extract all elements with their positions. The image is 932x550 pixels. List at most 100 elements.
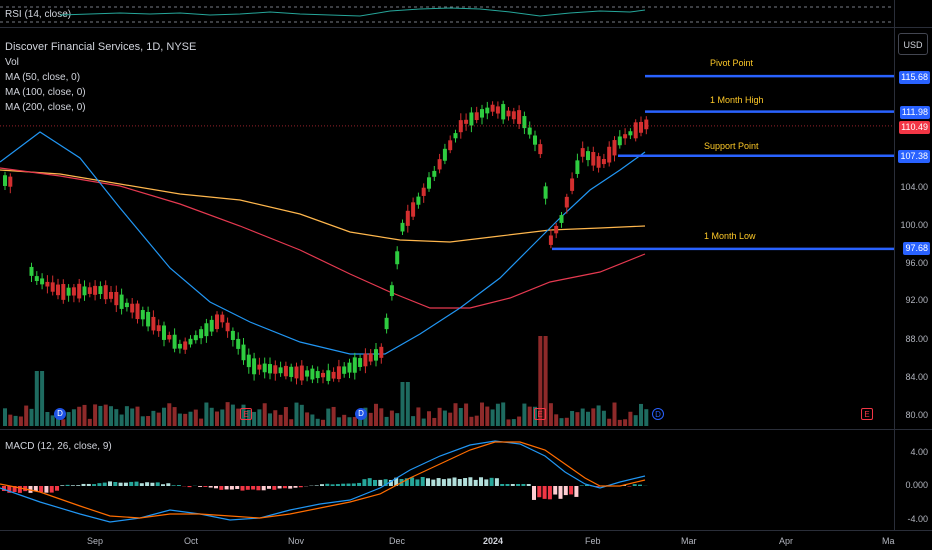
volume-bar bbox=[570, 410, 575, 426]
candle-body bbox=[193, 335, 198, 341]
volume-bar bbox=[215, 411, 219, 426]
histogram-bar bbox=[39, 486, 44, 493]
histogram-bar bbox=[70, 485, 75, 486]
histogram-bar bbox=[473, 479, 478, 486]
candle-body bbox=[310, 368, 315, 380]
volume-bar bbox=[289, 419, 294, 426]
volume-bars bbox=[3, 336, 649, 426]
candle-body bbox=[591, 152, 596, 166]
histogram-bar bbox=[341, 483, 346, 486]
candle-body bbox=[464, 119, 469, 124]
histogram-bar bbox=[420, 477, 425, 486]
macd-pane[interactable]: MACD (12, 26, close, 9) 4.00 0.000 -4.00 bbox=[0, 430, 932, 530]
macd-chart bbox=[0, 440, 648, 523]
candle-body bbox=[294, 366, 299, 379]
time-tick: Ma bbox=[882, 536, 895, 546]
volume-bar bbox=[204, 402, 209, 426]
month-low-annotation: 1 Month Low bbox=[704, 231, 756, 241]
candle-body bbox=[225, 322, 230, 332]
histogram-bar bbox=[33, 486, 38, 492]
histogram-bar bbox=[17, 486, 22, 493]
time-axis[interactable]: Sep Oct Nov Dec 2024 Feb Mar Apr Ma bbox=[0, 530, 932, 550]
earnings-event-icon[interactable]: E bbox=[534, 408, 546, 420]
histogram-bar bbox=[569, 486, 574, 495]
volume-bar bbox=[554, 414, 559, 426]
histogram-bar bbox=[489, 477, 494, 486]
price-tick: 80.00 bbox=[905, 410, 928, 420]
volume-bar bbox=[400, 382, 405, 426]
time-tick: Nov bbox=[288, 536, 305, 546]
price-axis[interactable]: USD 104.00 100.00 96.00 92.00 88.00 84.0… bbox=[894, 28, 932, 429]
dividend-event-icon[interactable]: D bbox=[355, 408, 367, 420]
volume-bar bbox=[13, 415, 18, 426]
level-lines bbox=[0, 74, 894, 251]
candle-body bbox=[66, 287, 71, 296]
volume-bar bbox=[580, 408, 585, 426]
rsi-pane[interactable]: RSI (14, close) bbox=[0, 0, 932, 28]
volume-bar bbox=[548, 403, 553, 426]
candle-body bbox=[559, 215, 564, 223]
candle-body bbox=[644, 119, 649, 130]
candle-body bbox=[411, 202, 416, 217]
candle-body bbox=[77, 283, 82, 299]
histogram-bar bbox=[330, 484, 335, 486]
candle-body bbox=[299, 365, 304, 381]
candle-body bbox=[209, 319, 214, 332]
volume-bar bbox=[586, 411, 590, 426]
candle-body bbox=[262, 363, 267, 373]
volume-bar bbox=[241, 404, 246, 426]
candle-body bbox=[342, 366, 347, 374]
histogram-bar bbox=[251, 486, 256, 490]
candle-body bbox=[469, 112, 474, 126]
candle-body bbox=[87, 287, 92, 294]
histogram-bar bbox=[563, 486, 568, 496]
candle-body bbox=[432, 170, 437, 177]
volume-bar bbox=[617, 419, 622, 426]
candle-body bbox=[177, 343, 182, 349]
histogram-bar bbox=[65, 484, 70, 486]
support-point-annotation: Support Point bbox=[704, 141, 759, 151]
volume-bar bbox=[310, 414, 315, 426]
histogram-bar bbox=[426, 478, 430, 486]
candle-body bbox=[172, 334, 177, 349]
price-pane[interactable]: Discover Financial Services, 1D, NYSE Vo… bbox=[0, 28, 932, 430]
candle-body bbox=[352, 357, 357, 373]
macd-label: MACD (12, 26, close, 9) bbox=[5, 441, 112, 452]
earnings-event-icon[interactable]: E bbox=[861, 408, 873, 420]
candle-body bbox=[336, 366, 341, 380]
volume-bar bbox=[575, 412, 580, 426]
histogram-bar bbox=[346, 483, 351, 486]
pivot-point-annotation: Pivot Point bbox=[710, 58, 754, 68]
histogram-bar bbox=[516, 484, 521, 486]
candle-body bbox=[458, 120, 463, 133]
candle-body bbox=[633, 122, 638, 139]
candle-body bbox=[538, 144, 543, 155]
candle-body bbox=[50, 282, 55, 292]
histogram-bar bbox=[585, 484, 589, 486]
candle-body bbox=[252, 358, 257, 375]
volume-bar bbox=[124, 406, 129, 426]
candle-body bbox=[448, 140, 453, 151]
volume-bar bbox=[56, 417, 60, 426]
volume-bar bbox=[268, 413, 272, 426]
candle-body bbox=[40, 278, 45, 285]
candle-body bbox=[416, 196, 421, 205]
candle-body bbox=[570, 178, 575, 191]
candle-body bbox=[199, 329, 204, 339]
candle-body bbox=[246, 354, 251, 368]
volume-bar bbox=[172, 407, 177, 426]
histogram-bar bbox=[28, 486, 33, 493]
candle-body bbox=[93, 285, 98, 295]
volume-bar bbox=[469, 416, 474, 426]
volume-bar bbox=[437, 407, 442, 426]
currency-button[interactable]: USD bbox=[898, 33, 928, 55]
dividend-event-icon[interactable]: D bbox=[54, 408, 66, 420]
histogram-bar bbox=[505, 484, 510, 486]
month-low-price-tag: 97.68 bbox=[903, 242, 930, 255]
candle-body bbox=[273, 365, 278, 374]
volume-bar bbox=[411, 416, 416, 426]
earnings-event-icon[interactable]: E bbox=[240, 408, 252, 420]
candle-body bbox=[188, 338, 193, 345]
dividend-event-icon[interactable]: D bbox=[652, 408, 664, 420]
volume-bar bbox=[103, 404, 108, 426]
